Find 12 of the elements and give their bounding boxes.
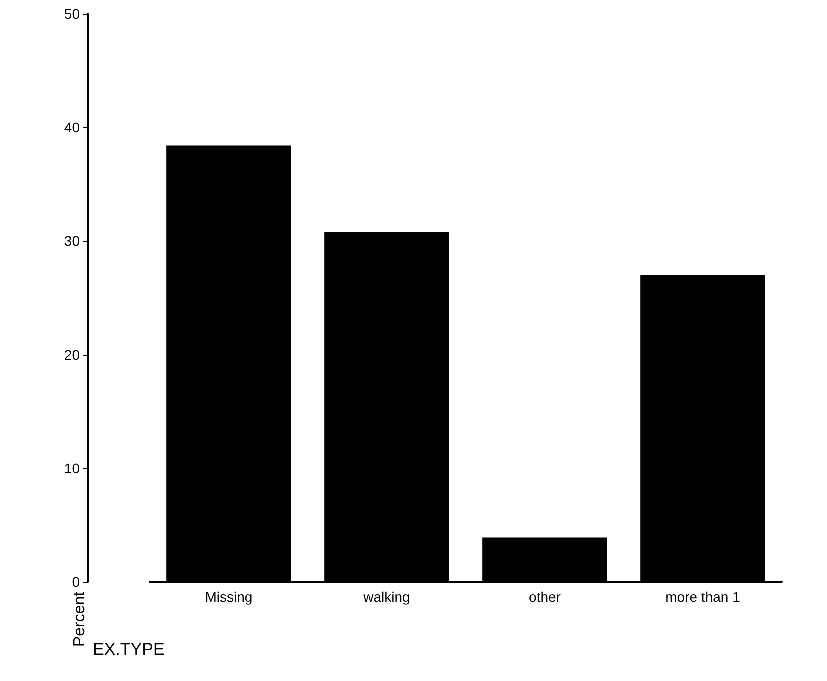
y-axis-title: Percent — [72, 591, 88, 648]
x-tick-label: other — [529, 589, 562, 605]
x-axis-title: EX.TYPE — [93, 640, 165, 659]
y-tick-label: 30 — [64, 233, 80, 250]
x-tick-label: walking — [362, 589, 410, 605]
y-tick-label: 10 — [64, 460, 80, 476]
y-tick-label: 50 — [64, 6, 80, 22]
y-tick-label: 40 — [64, 120, 80, 136]
y-tick-label: 0 — [72, 574, 80, 590]
x-tick-label: Missing — [205, 589, 253, 605]
x-tick-label: more than 1 — [666, 589, 741, 605]
y-tick-label: 20 — [64, 346, 80, 363]
